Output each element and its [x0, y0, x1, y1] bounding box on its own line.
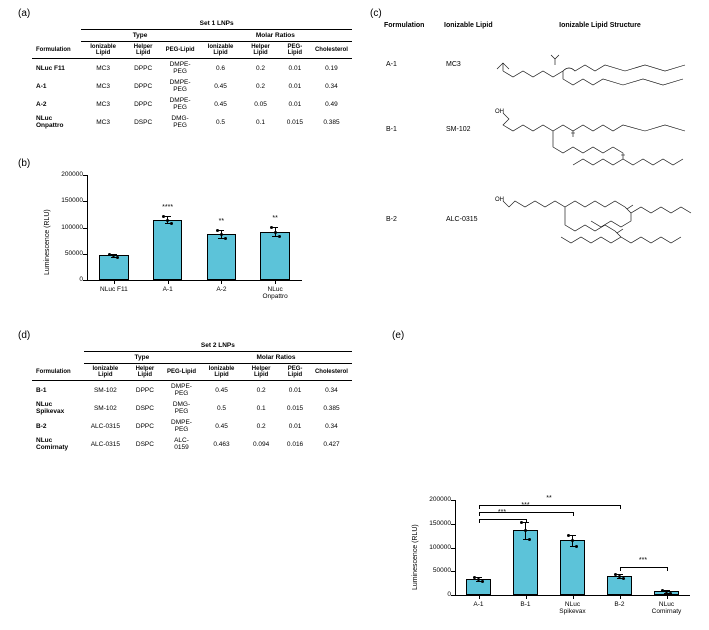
table-row: NLuc SpikevaxSM-102DSPCDMG-PEG0.50.10.01…	[32, 399, 352, 417]
table-row: B-2ALC-0315DPPCDMPE-PEG0.450.20.010.34	[32, 417, 352, 435]
table-a: Set 1 LNPsTypeMolar RatiosFormulationIon…	[32, 18, 352, 131]
y-axis-label: Luminescence (RLU)	[412, 495, 419, 590]
x-axis-label: NLuc Spikevax	[555, 601, 591, 615]
table-row: B-1SM-102DPPCDMPE-PEG0.450.20.010.34	[32, 381, 352, 400]
x-axis-label: NLuc Onpattro	[255, 286, 295, 300]
svg-text:OH: OH	[495, 109, 504, 115]
table-d: Set 2 LNPsTypeMolar RatiosFormulationIon…	[32, 340, 352, 453]
structure-sm102: OH	[495, 103, 695, 173]
table-row: NLuc F11MC3DPPCDMPE-PEG0.60.20.010.19	[32, 59, 352, 78]
table-row: A-2MC3DPPCDMPE-PEG0.450.050.010.49	[32, 95, 352, 113]
table-row: NLuc OnpattroMC3DSPCDMG-PEG0.50.10.0150.…	[32, 113, 352, 131]
chart-bar	[207, 234, 237, 280]
table-row: A-1MC3DPPCDMPE-PEG0.450.20.010.34	[32, 77, 352, 95]
panel-a-label: (a)	[18, 8, 30, 19]
chart-bar	[99, 255, 129, 280]
chart-bar	[153, 220, 183, 280]
chart-b: 050000100000150000200000Luminescence (RL…	[32, 170, 322, 310]
table-title: Set 1 LNPs	[81, 18, 352, 30]
x-axis-label: NLuc Comirnaty	[649, 601, 685, 615]
x-axis-label: NLuc F11	[94, 286, 134, 293]
panel-e-label: (e)	[392, 330, 404, 341]
structure-alc0315: OH	[495, 191, 695, 271]
panel-c-label: (c)	[370, 8, 382, 19]
x-axis-label: A-2	[202, 286, 242, 293]
panel-b-label: (b)	[18, 158, 30, 169]
chart-e: 050000100000150000200000Luminescence (RL…	[400, 480, 700, 630]
x-axis-label: B-2	[602, 601, 638, 608]
chart-bar	[513, 530, 539, 595]
y-axis-label: Luminescence (RLU)	[44, 170, 51, 275]
table-row: NLuc ComirnatyALC-0315DSPCALC-01590.4630…	[32, 435, 352, 453]
x-axis-label: A-1	[461, 601, 497, 608]
x-axis-label: B-1	[508, 601, 544, 608]
structure-mc3	[495, 41, 695, 91]
chart-bar	[560, 540, 586, 595]
svg-text:OH: OH	[495, 197, 504, 203]
chart-bar	[260, 232, 290, 280]
table-title: Set 2 LNPs	[84, 340, 352, 352]
x-axis-label: A-1	[148, 286, 188, 293]
panel-d-label: (d)	[18, 330, 30, 341]
panel-c: Formulation Ionizable Lipid Ionizable Li…	[380, 20, 700, 291]
